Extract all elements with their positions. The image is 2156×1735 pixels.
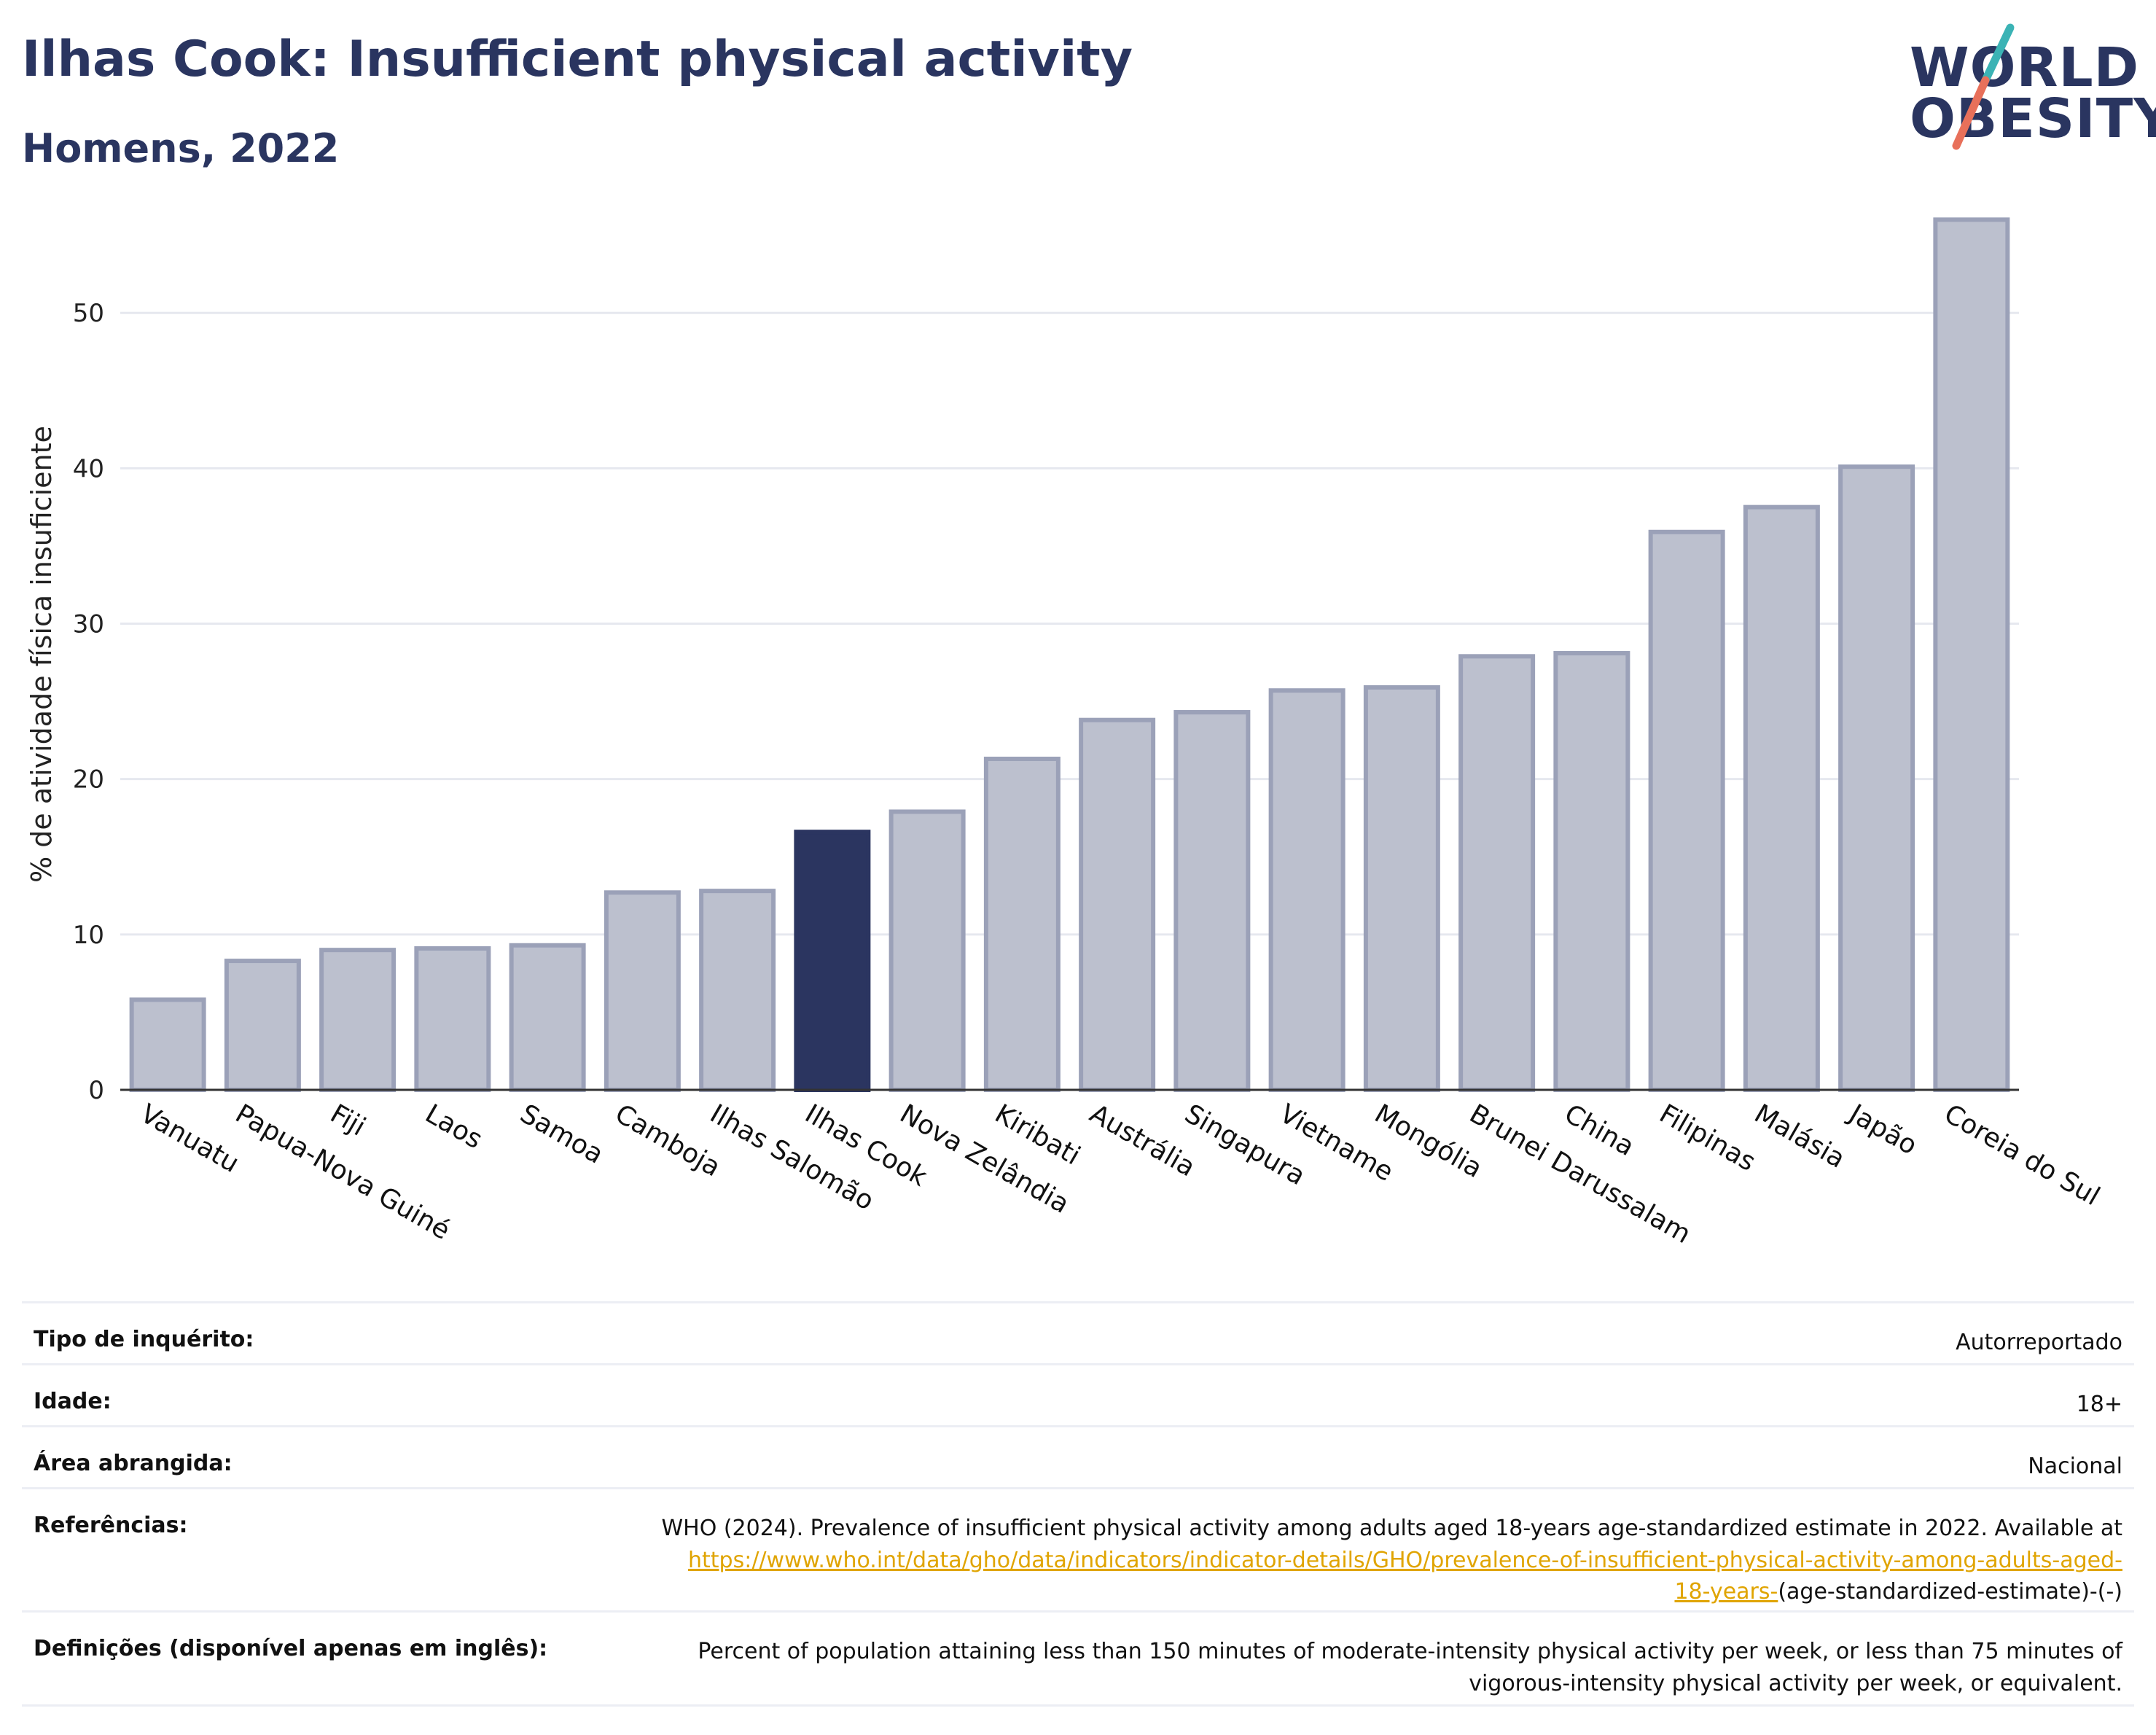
references-value: WHO (2024). Prevalence of insufficient p… — [661, 1489, 2134, 1610]
bar — [699, 889, 776, 1092]
age-value: 18+ — [2076, 1392, 2122, 1417]
info-table: Tipo de inquérito: Autorreportado Idade:… — [22, 1301, 2134, 1707]
x-tick-label: Austrália — [1085, 1099, 1200, 1182]
references-link-continued[interactable]: 18-years- — [1674, 1579, 1778, 1605]
references-suffix: (age-standardized-estimate)-(-) — [1778, 1579, 2122, 1605]
info-row-age: Idade: 18+ — [22, 1363, 2134, 1425]
logo-word-obesity: OBESITY — [1910, 87, 2156, 150]
definitions-value: Percent of population attaining less tha… — [698, 1613, 2134, 1704]
y-tick-label: 30 — [73, 610, 104, 639]
info-row-area: Área abrangida: Nacional — [22, 1425, 2134, 1487]
x-tick-label: Filipinas — [1655, 1099, 1761, 1177]
x-tick-label: Ilhas Salomão — [705, 1099, 879, 1216]
survey-type-value: Autorreportado — [1956, 1330, 2122, 1355]
bar — [888, 809, 966, 1093]
x-tick-label: Vanuatu — [136, 1099, 244, 1179]
bar — [604, 890, 681, 1093]
page-subtitle: Homens, 2022 — [22, 125, 340, 171]
y-tick-label: 50 — [73, 299, 104, 328]
logo-slash-icon — [1952, 23, 2015, 150]
x-tick-label: Japão — [1843, 1098, 1922, 1161]
x-tick-label: Laos — [420, 1099, 487, 1155]
info-row-definitions: Definições (disponível apenas em inglês)… — [22, 1610, 2134, 1707]
bar — [983, 756, 1061, 1092]
y-tick-label: 10 — [73, 921, 104, 950]
bar — [414, 946, 491, 1093]
definitions-label: Definições (disponível apenas em inglês)… — [34, 1636, 548, 1661]
bar — [1173, 710, 1251, 1092]
references-text: WHO (2024). Prevalence of insufficient p… — [661, 1516, 2122, 1541]
bar — [1838, 464, 1915, 1093]
world-obesity-logo: WORLD OBESITY — [1895, 22, 2156, 160]
bar — [1363, 685, 1440, 1092]
y-tick-label: 0 — [88, 1076, 104, 1105]
bar — [1933, 217, 2010, 1092]
logo-word-world: WORLD — [1910, 36, 2140, 99]
age-label: Idade: — [34, 1389, 112, 1414]
bar — [1458, 654, 1536, 1092]
definitions-line-1: Percent of population attaining less tha… — [698, 1639, 2122, 1664]
bar — [1648, 529, 1725, 1092]
bar — [1743, 504, 1820, 1092]
bar — [1553, 651, 1630, 1092]
x-tick-label: Camboja — [610, 1099, 725, 1182]
bar — [319, 948, 397, 1092]
survey-type-label: Tipo de inquérito: — [34, 1327, 254, 1352]
y-tick-label: 20 — [73, 765, 104, 795]
bar — [224, 959, 301, 1093]
x-tick-label: Fiji — [325, 1099, 370, 1142]
references-link[interactable]: https://www.who.int/data/gho/data/indica… — [688, 1547, 2122, 1573]
bar — [1079, 717, 1156, 1092]
bar — [509, 943, 586, 1093]
y-tick-label: 40 — [73, 454, 104, 483]
definitions-line-2: vigorous-intensity physical activity per… — [1469, 1670, 2122, 1696]
x-tick-label: Nova Zelândia — [895, 1099, 1074, 1220]
bar-chart: 0 10 20 30 40 50 % de atividade física insufic… — [26, 217, 2105, 1249]
x-tick-label: Samoa — [515, 1099, 609, 1170]
area-value: Nacional — [2028, 1454, 2122, 1479]
bar-highlighted — [794, 830, 871, 1092]
info-row-references: Referências: WHO (2024). Prevalence of i… — [22, 1487, 2134, 1610]
bar — [129, 997, 206, 1092]
references-label: Referências: — [34, 1513, 188, 1538]
x-tick-label: Coreia do Sul — [1939, 1099, 2104, 1212]
info-row-survey-type: Tipo de inquérito: Autorreportado — [22, 1301, 2134, 1363]
bar — [1268, 688, 1345, 1092]
page-title: Ilhas Cook: Insufficient physical activi… — [22, 31, 1133, 88]
y-axis-label: % de atividade física insuficiente — [26, 426, 58, 883]
x-tick-label: Malásia — [1749, 1099, 1850, 1174]
area-label: Área abrangida: — [34, 1451, 233, 1476]
